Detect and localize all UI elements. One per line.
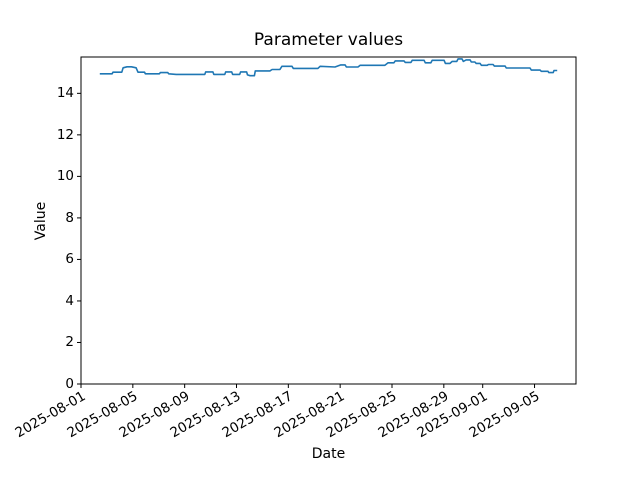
chart-title: Parameter values — [253, 30, 404, 50]
y-tick-label: 6 — [65, 251, 74, 268]
data-line — [99, 58, 558, 77]
x-axis-label: Date — [311, 446, 346, 462]
y-tick-label: 10 — [56, 168, 74, 185]
y-tick-label: 2 — [65, 334, 74, 351]
y-tick-label: 0 — [65, 376, 74, 392]
plot-box — [80, 56, 577, 385]
y-tick-label: 12 — [56, 126, 74, 143]
y-tick-label: 14 — [56, 85, 74, 102]
y-tick-label: 8 — [65, 209, 74, 226]
y-tick-label: 4 — [65, 292, 74, 309]
